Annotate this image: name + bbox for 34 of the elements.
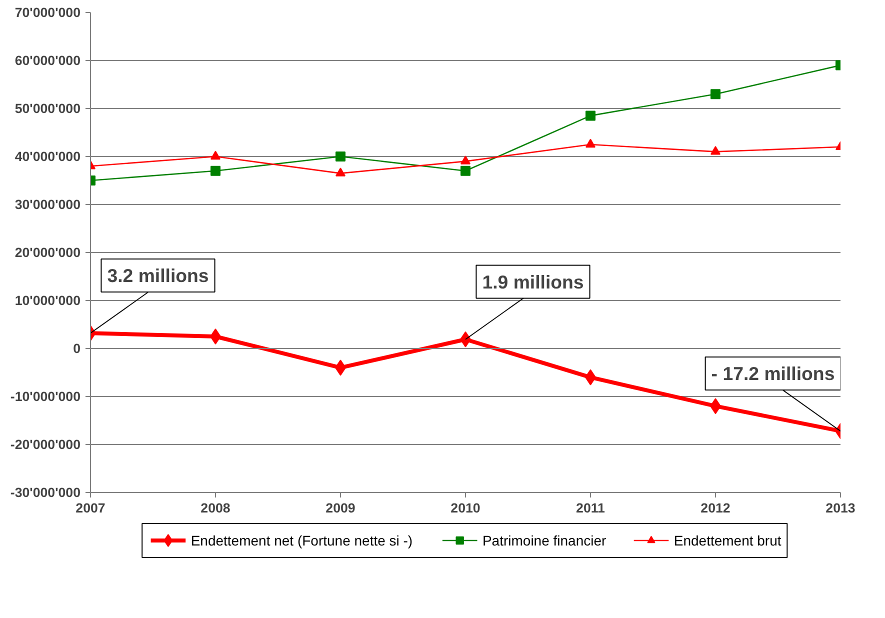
point [710, 146, 720, 155]
point [460, 156, 470, 164]
y-tick-label: 70'000'000 [14, 5, 80, 20]
point [336, 152, 346, 162]
point [460, 166, 470, 176]
y-tick-label: 0 [73, 341, 81, 356]
x-tick-label: 2010 [450, 500, 480, 516]
y-tick-label: 10'000'000 [14, 293, 80, 308]
annotation: - 17.2 millions [711, 362, 835, 384]
x-tick-label: 2007 [76, 500, 106, 516]
x-tick-label: 2012 [700, 500, 730, 516]
y-tick-label: 60'000'000 [14, 53, 80, 68]
annotation: 1.9 millions [482, 271, 584, 292]
point [210, 166, 220, 176]
y-tick-label: 50'000'000 [14, 101, 80, 116]
point [586, 138, 596, 148]
legend-label: Patrimoine financier [482, 532, 607, 548]
y-tick-label: 20'000'000 [14, 245, 80, 260]
point [710, 89, 720, 100]
point [210, 150, 220, 160]
legend-label: Endettement net (Fortune nette si -) [190, 532, 413, 548]
legend-label: Endettement brut [674, 532, 782, 548]
y-tick-label: 30'000'000 [14, 197, 80, 212]
y-tick-label: -10'000'000 [10, 389, 80, 404]
y-tick-label: -30'000'000 [10, 485, 80, 500]
x-tick-label: 2013 [826, 500, 856, 516]
x-tick-label: 2008 [200, 500, 230, 516]
y-tick-label: -20'000'000 [10, 437, 80, 452]
y-tick-label: 40'000'000 [14, 149, 80, 164]
x-tick-label: 2011 [576, 500, 606, 516]
point [586, 110, 596, 121]
annotation: 3.2 millions [107, 265, 209, 286]
x-tick-label: 2009 [326, 500, 356, 516]
point [336, 168, 346, 176]
